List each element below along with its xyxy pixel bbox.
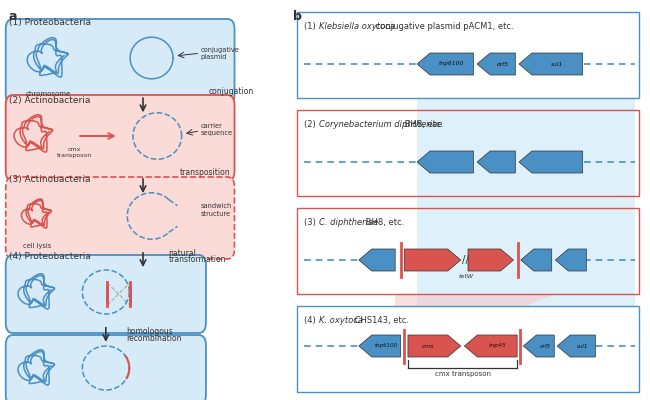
Text: tnp6100: tnp6100 [439, 62, 465, 66]
Text: (4): (4) [304, 316, 318, 325]
Polygon shape [477, 53, 515, 75]
Text: b: b [293, 10, 302, 23]
Text: transposition: transposition [180, 168, 231, 177]
Text: carrier
sequence: carrier sequence [200, 124, 232, 136]
Text: orf5: orf5 [540, 344, 551, 348]
Polygon shape [555, 249, 586, 271]
FancyBboxPatch shape [6, 177, 235, 259]
Text: sul1: sul1 [577, 344, 588, 348]
Text: conjugation: conjugation [209, 88, 254, 96]
Text: tnp6100: tnp6100 [374, 344, 398, 348]
Text: orf5: orf5 [497, 62, 509, 66]
Polygon shape [519, 53, 582, 75]
Polygon shape [359, 249, 395, 271]
Bar [297, 208, 639, 294]
Text: BH8, etc.: BH8, etc. [363, 218, 404, 227]
Polygon shape [521, 249, 552, 271]
Text: tetW: tetW [459, 274, 474, 279]
Text: C. diphtheriae: C. diphtheriae [318, 218, 378, 227]
FancyBboxPatch shape [6, 335, 206, 400]
Text: (3): (3) [304, 218, 318, 227]
Text: (1): (1) [304, 22, 318, 31]
Bar [297, 110, 639, 196]
Polygon shape [404, 249, 461, 271]
Polygon shape [468, 249, 514, 271]
Polygon shape [417, 151, 473, 173]
Text: (4) Proteobacteria: (4) Proteobacteria [8, 252, 90, 261]
Text: (3) Actinobacteria: (3) Actinobacteria [8, 175, 90, 184]
Polygon shape [557, 335, 595, 357]
Polygon shape [417, 53, 473, 75]
Text: Corynebacterium diphtheriae: Corynebacterium diphtheriae [318, 120, 442, 129]
Text: homologous: homologous [126, 328, 173, 336]
Text: conjugative plasmid pACM1, etc.: conjugative plasmid pACM1, etc. [372, 22, 514, 31]
Polygon shape [477, 151, 515, 173]
Text: //: // [462, 254, 469, 265]
Text: sul1: sul1 [551, 62, 564, 66]
Polygon shape [519, 151, 582, 173]
Text: a: a [8, 10, 17, 23]
FancyBboxPatch shape [6, 19, 235, 105]
Bar [297, 12, 639, 98]
Bar [297, 306, 639, 392]
Text: (2) Actinobacteria: (2) Actinobacteria [8, 96, 90, 105]
Text: cmx: cmx [421, 344, 434, 348]
Polygon shape [523, 335, 554, 357]
Text: (1) Proteobacteria: (1) Proteobacteria [8, 18, 90, 27]
Text: cell lysis: cell lysis [23, 243, 51, 249]
Text: CHS143, etc.: CHS143, etc. [352, 316, 410, 325]
Text: tnp45: tnp45 [488, 344, 506, 348]
Text: cmx
transposon: cmx transposon [57, 147, 92, 158]
Text: sandwich
structure: sandwich structure [200, 204, 231, 216]
FancyBboxPatch shape [6, 255, 206, 333]
Polygon shape [359, 335, 400, 357]
FancyBboxPatch shape [6, 95, 235, 181]
Text: K. oxytoca: K. oxytoca [318, 316, 363, 325]
Text: recombination: recombination [126, 334, 181, 343]
Polygon shape [464, 335, 517, 357]
Text: BH8, etc.: BH8, etc. [402, 120, 443, 129]
Text: cmx transposon: cmx transposon [435, 371, 491, 377]
Text: natural: natural [169, 249, 196, 258]
Text: transformation: transformation [169, 256, 226, 264]
Polygon shape [408, 335, 461, 357]
Text: (2): (2) [304, 120, 318, 129]
Text: chromosome: chromosome [26, 91, 72, 97]
Polygon shape [395, 294, 555, 306]
Polygon shape [417, 98, 636, 306]
Text: conjugative
plasmid: conjugative plasmid [200, 47, 239, 60]
Text: Klebsiella oxytoca: Klebsiella oxytoca [318, 22, 395, 31]
